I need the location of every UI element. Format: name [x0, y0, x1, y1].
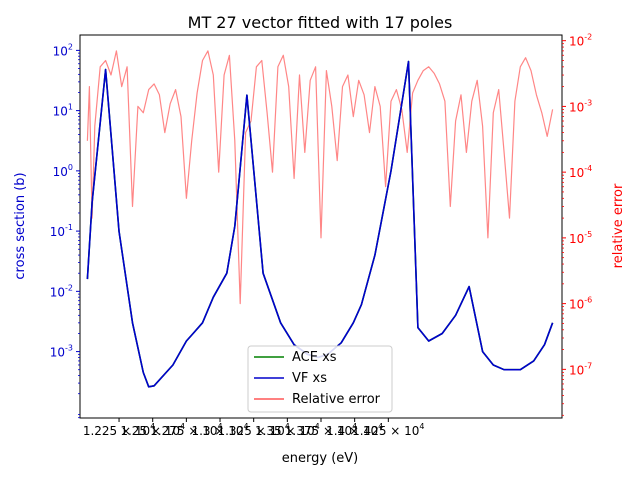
x-tick-label: 1.25 × 104 [120, 422, 185, 438]
left-tick-label: 10-2 [50, 283, 73, 299]
legend-box [247, 345, 393, 413]
left-tick-label: 102 [53, 42, 73, 58]
x-tick-label: 1.425 × 104 [352, 422, 424, 438]
x-tick-label: 1.275 × 104 [150, 422, 222, 438]
right-tick-label: 10-2 [569, 33, 592, 49]
x-tick-label: 1.3 × 104 [191, 422, 248, 438]
right-axis-label: relative error [611, 183, 626, 268]
x-axis-label: energy (eV) [282, 451, 358, 466]
left-tick-label: 100 [53, 163, 73, 179]
series-line-relative-error [86, 50, 554, 305]
legend-label-vf: VF xs [292, 371, 327, 386]
left-tick-label: 10-1 [50, 223, 73, 239]
right-tick-label: 10-6 [569, 296, 592, 312]
x-tick-label: 1.325 × 104 [217, 422, 289, 438]
x-tick-label: 1.35 × 104 [255, 422, 320, 438]
left-axis-ticks: 10-3 10-2 10-1 100 101 102 [50, 42, 80, 419]
right-tick-label: 10-4 [569, 164, 592, 180]
right-axis-ticks: 10-7 10-6 10-5 10-4 10-3 10-2 [562, 33, 592, 416]
x-tick-label: 1.225 × 104 [83, 422, 155, 438]
legend-label-ace: ACE xs [292, 350, 337, 365]
x-tick-label: 1.375 × 104 [285, 422, 357, 438]
legend: ACE xs VF xs Relative error [247, 345, 393, 413]
left-tick-label: 10-3 [50, 344, 73, 360]
x-tick-label: 1.4 × 104 [326, 422, 383, 438]
legend-label-error: Relative error [292, 392, 381, 407]
left-axis-label: cross section (b) [13, 172, 28, 279]
right-tick-label: 10-5 [569, 230, 592, 246]
left-tick-label: 101 [53, 103, 73, 119]
right-tick-label: 10-7 [569, 361, 592, 377]
chart-title: MT 27 vector fitted with 17 poles [188, 13, 453, 32]
right-tick-label: 10-3 [569, 98, 592, 114]
